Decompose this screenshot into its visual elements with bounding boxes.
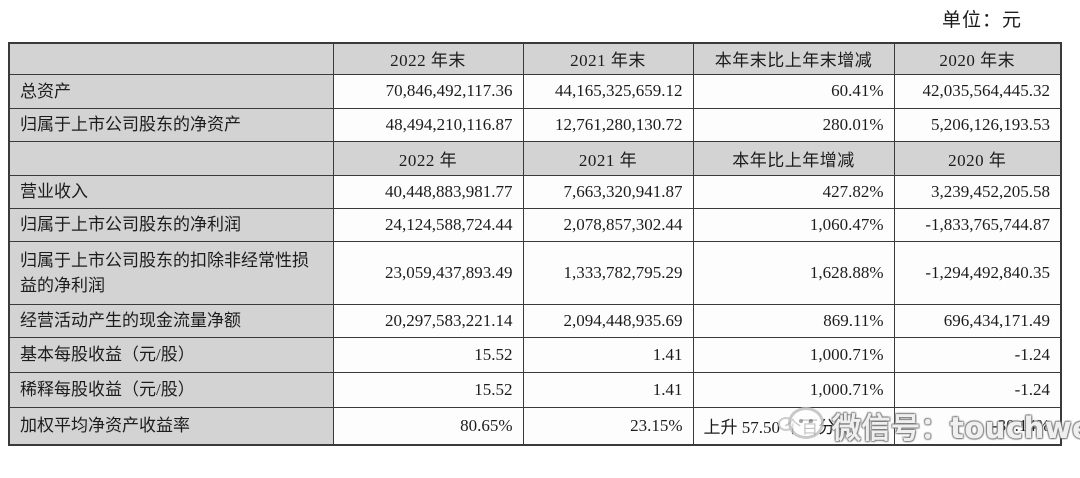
- header-cell-empty: [8, 140, 334, 176]
- value-cell-2020: -1,833,765,744.87: [893, 207, 1062, 242]
- value-cell-2022: 23,059,437,893.49: [332, 240, 524, 305]
- value-cell-change: 1,628.88%: [692, 240, 895, 305]
- financial-summary-table: 2022 年末 2021 年末 本年末比上年末增减 2020 年末 总资产 70…: [8, 42, 1062, 446]
- row-diluted-eps: 稀释每股收益（元/股） 15.52 1.41 1,000.71% -1.24: [8, 371, 1062, 408]
- value-cell-change: 280.01%: [692, 107, 895, 142]
- value-cell-2021: 1.41: [522, 336, 694, 373]
- header-row-year: 2022 年 2021 年 本年比上年增减 2020 年: [8, 140, 1062, 176]
- value-cell-2021: 1,333,782,795.29: [522, 240, 694, 305]
- value-cell-2022: 20,297,583,221.14: [332, 303, 524, 338]
- value-cell-2021: 2,094,448,935.69: [522, 303, 694, 338]
- value-cell-2021: 23.15%: [522, 406, 694, 446]
- row-label-cell: 归属于上市公司股东的净利润: [8, 207, 334, 242]
- row-net-assets: 归属于上市公司股东的净资产 48,494,210,116.87 12,761,2…: [8, 107, 1062, 142]
- value-cell-change: 1,000.71%: [692, 336, 895, 373]
- value-cell-2022: 48,494,210,116.87: [332, 107, 524, 142]
- value-cell-2021: 12,761,280,130.72: [522, 107, 694, 142]
- value-cell-2021: 2,078,857,302.44: [522, 207, 694, 242]
- value-cell-change: 60.41%: [692, 73, 895, 109]
- header-cell-2020-year: 2020 年: [893, 140, 1062, 176]
- value-cell-2021: 44,165,325,659.12: [522, 73, 694, 109]
- header-cell-2020-year-end: 2020 年末: [893, 42, 1062, 75]
- row-deducted-net-profit: 归属于上市公司股东的扣除非经常性损益的净利润 23,059,437,893.49…: [8, 240, 1062, 305]
- value-cell-2022: 15.52: [332, 371, 524, 408]
- row-revenue: 营业收入 40,448,883,981.77 7,663,320,941.87 …: [8, 174, 1062, 209]
- value-cell-2020: -1,294,492,840.35: [893, 240, 1062, 305]
- value-cell-2020: 5,206,126,193.53: [893, 107, 1062, 142]
- header-cell-yoy-change-year-end: 本年末比上年末增减: [692, 42, 895, 75]
- header-cell-2021-year: 2021 年: [522, 140, 694, 176]
- value-cell-2022: 15.52: [332, 336, 524, 373]
- value-cell-change: 1,060.47%: [692, 207, 895, 242]
- header-cell-2022-year-end: 2022 年末: [332, 42, 524, 75]
- row-label-cell: 加权平均净资产收益率: [8, 406, 334, 446]
- row-label-cell: 基本每股收益（元/股）: [8, 336, 334, 373]
- row-label-cell: 营业收入: [8, 174, 334, 209]
- row-label-cell: 归属于上市公司股东的净资产: [8, 107, 334, 142]
- row-label-cell: 稀释每股收益（元/股）: [8, 371, 334, 408]
- value-cell-2022: 70,846,492,117.36: [332, 73, 524, 109]
- header-cell-2021-year-end: 2021 年末: [522, 42, 694, 75]
- row-label-cell: 归属于上市公司股东的扣除非经常性损益的净利润: [8, 240, 334, 305]
- value-cell-2020: 696,434,171.49: [893, 303, 1062, 338]
- value-cell-2020: -1.24: [893, 336, 1062, 373]
- header-cell-yoy-change-year: 本年比上年增减: [692, 140, 895, 176]
- value-cell-2020: -1.24: [893, 371, 1062, 408]
- row-basic-eps: 基本每股收益（元/股） 15.52 1.41 1,000.71% -1.24: [8, 336, 1062, 373]
- row-total-assets: 总资产 70,846,492,117.36 44,165,325,659.12 …: [8, 73, 1062, 109]
- row-label-cell: 总资产: [8, 73, 334, 109]
- value-cell-change: 上升 57.50 个百分点: [692, 406, 895, 446]
- value-cell-change: 427.82%: [692, 174, 895, 209]
- row-weighted-avg-roe: 加权平均净资产收益率 80.65% 23.15% 上升 57.50 个百分点 -…: [8, 406, 1062, 446]
- row-net-profit: 归属于上市公司股东的净利润 24,124,588,724.44 2,078,85…: [8, 207, 1062, 242]
- value-cell-change: 1,000.71%: [692, 371, 895, 408]
- row-operating-cash-flow: 经营活动产生的现金流量净额 20,297,583,221.14 2,094,44…: [8, 303, 1062, 338]
- header-row-year-end: 2022 年末 2021 年末 本年末比上年末增减 2020 年末: [8, 42, 1062, 75]
- header-cell-empty: [8, 42, 334, 75]
- row-label-cell: 经营活动产生的现金流量净额: [8, 303, 334, 338]
- unit-label: 单位：元: [941, 10, 1022, 31]
- value-cell-2022: 80.65%: [332, 406, 524, 446]
- value-cell-2020: -30.14%: [893, 406, 1062, 446]
- value-cell-2021: 7,663,320,941.87: [522, 174, 694, 209]
- value-cell-2020: 42,035,564,445.32: [893, 73, 1062, 109]
- header-cell-2022-year: 2022 年: [332, 140, 524, 176]
- value-cell-2021: 1.41: [522, 371, 694, 408]
- value-cell-2022: 24,124,588,724.44: [332, 207, 524, 242]
- value-cell-change: 869.11%: [692, 303, 895, 338]
- value-cell-2020: 3,239,452,205.58: [893, 174, 1062, 209]
- value-cell-2022: 40,448,883,981.77: [332, 174, 524, 209]
